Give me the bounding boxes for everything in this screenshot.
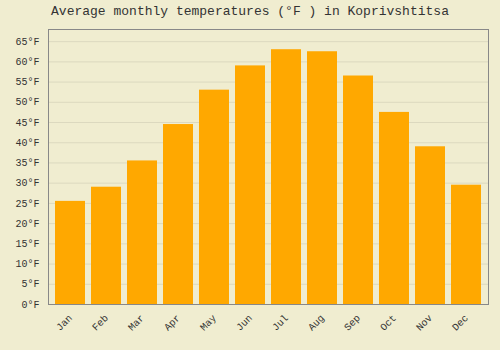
svg-text:65°F: 65°F <box>15 37 39 48</box>
svg-text:50°F: 50°F <box>15 97 39 108</box>
svg-text:Mar: Mar <box>126 313 147 334</box>
svg-text:Sep: Sep <box>342 313 363 334</box>
svg-text:20°F: 20°F <box>15 219 39 230</box>
svg-text:40°F: 40°F <box>15 138 39 149</box>
svg-text:15°F: 15°F <box>15 239 39 250</box>
svg-text:Jan: Jan <box>54 313 75 334</box>
svg-text:Oct: Oct <box>378 313 399 334</box>
svg-text:0°F: 0°F <box>21 300 39 311</box>
svg-text:30°F: 30°F <box>15 178 39 189</box>
html-text:Average monthly temperatures (: Average monthly temperatures (°F ) in Ko… <box>51 4 449 19</box>
svg-text:Jul: Jul <box>270 313 291 334</box>
svg-text:Dec: Dec <box>450 313 471 334</box>
svg-text:Jun: Jun <box>234 313 255 334</box>
svg-text:Aug: Aug <box>306 313 327 334</box>
svg-text:May: May <box>198 313 219 334</box>
svg-text:Feb: Feb <box>90 313 111 334</box>
svg-text:35°F: 35°F <box>15 158 39 169</box>
svg-text:5°F: 5°F <box>21 279 39 290</box>
svg-text:45°F: 45°F <box>15 118 39 129</box>
svg-text:10°F: 10°F <box>15 259 39 270</box>
svg-text:Nov: Nov <box>414 313 435 334</box>
svg-text:Apr: Apr <box>162 313 183 334</box>
svg-text:25°F: 25°F <box>15 199 39 210</box>
svg-text:60°F: 60°F <box>15 57 39 68</box>
svg-text:55°F: 55°F <box>15 77 39 88</box>
